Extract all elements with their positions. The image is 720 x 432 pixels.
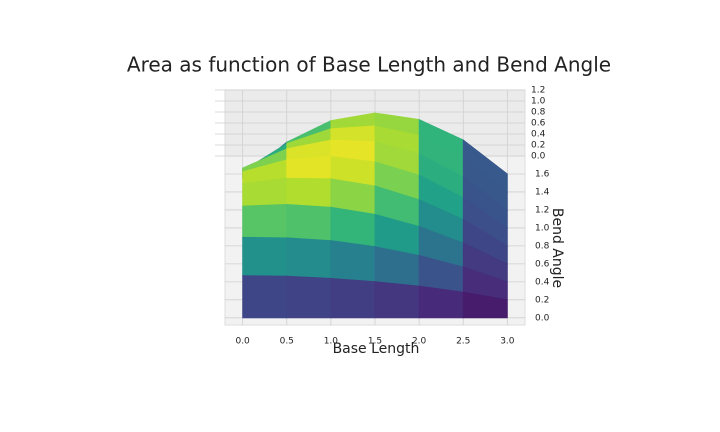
x-tick-label: 3.0 (500, 337, 515, 347)
y-tick-label: 0.6 (535, 259, 550, 269)
y-tick-label: 0.2 (535, 295, 549, 305)
surface-cell (462, 291, 508, 319)
z-tick-label: 1.2 (531, 86, 545, 96)
x-tick-label: 0.0 (235, 337, 250, 347)
surface-cell (286, 204, 332, 242)
z-tick-label: 0.0 (531, 152, 546, 162)
x-axis-label: Base Length (333, 341, 420, 357)
surface-cell (330, 125, 376, 143)
y-tick-label: 0.4 (535, 277, 550, 287)
x-tick-label: 1.0 (324, 337, 339, 347)
z-tick-label: 0.2 (531, 141, 545, 151)
x-tick-label: 2.5 (456, 337, 470, 347)
surface (242, 112, 508, 319)
surface-cell (242, 204, 288, 239)
surface-cell (374, 281, 420, 319)
y-tick-label: 1.2 (535, 205, 549, 215)
z-tick-label: 0.6 (531, 119, 546, 129)
surface-cell (330, 277, 376, 319)
x-tick-label: 0.5 (280, 337, 294, 347)
z-tick-label: 0.4 (531, 130, 546, 140)
surface-cell (330, 240, 376, 283)
x-tick-label: 2.0 (412, 337, 427, 347)
surface-cell (418, 285, 464, 319)
surface-cell (242, 275, 288, 319)
y-tick-label: 1.0 (535, 223, 550, 233)
z-tick-label: 1.0 (531, 97, 546, 107)
labels: 0.0 0.5 1.0 1.5 2.0 2.5 3.00.00.20.40.60.81.01… (235, 86, 549, 347)
y-tick-label: 0.8 (535, 241, 550, 251)
y-tick-label: 0.0 (535, 313, 550, 323)
surface-cell (330, 206, 376, 248)
surface-cell (286, 155, 332, 180)
y-tick-label: 1.6 (535, 169, 550, 179)
surface-cell (286, 237, 332, 279)
surface-cell (242, 236, 288, 277)
chart-title: Area as function of Base Length and Bend… (127, 53, 611, 77)
surface-cell (286, 177, 332, 208)
z-tick-label: 0.8 (531, 108, 546, 118)
y-tick-label: 1.4 (535, 187, 550, 197)
surface-cell (286, 275, 332, 319)
x-tick-label: 1.5 (368, 337, 382, 347)
y-axis-label: Bend Angle (549, 208, 565, 288)
